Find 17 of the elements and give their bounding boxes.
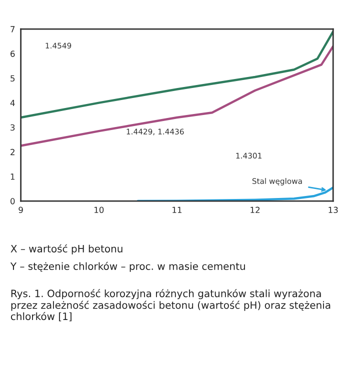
text: Rys. 1. Odporność korozyjna różnych gatunków stali wyrażona przez zależność zasadowości betonu (wartość pH) oraz stężenia chlorków [1]: [10, 289, 330, 322]
text: X – wartość pH betonu: [10, 244, 122, 254]
x-tick-label: 10: [94, 206, 104, 214]
y-tick-label: 3: [10, 124, 15, 131]
y-tick-label: 1: [10, 174, 14, 180]
x-tick-label: 12: [250, 206, 260, 213]
y-tick-label: 6: [10, 50, 15, 57]
y-tick-label: 0: [10, 198, 15, 204]
x-tick-label: 13: [328, 206, 338, 214]
y-tick-label: 2: [10, 148, 14, 156]
y-tick-label: 5: [10, 75, 15, 82]
line-series: [136, 186, 334, 202]
x-tick-label: 11: [172, 206, 182, 213]
text: Y – stężenie chlorków – proc. w masie cementu: [10, 262, 245, 272]
y-tick-label: 7: [10, 26, 15, 32]
y-tick-label: 4: [10, 100, 15, 106]
x-tick-label: 9: [18, 206, 23, 214]
